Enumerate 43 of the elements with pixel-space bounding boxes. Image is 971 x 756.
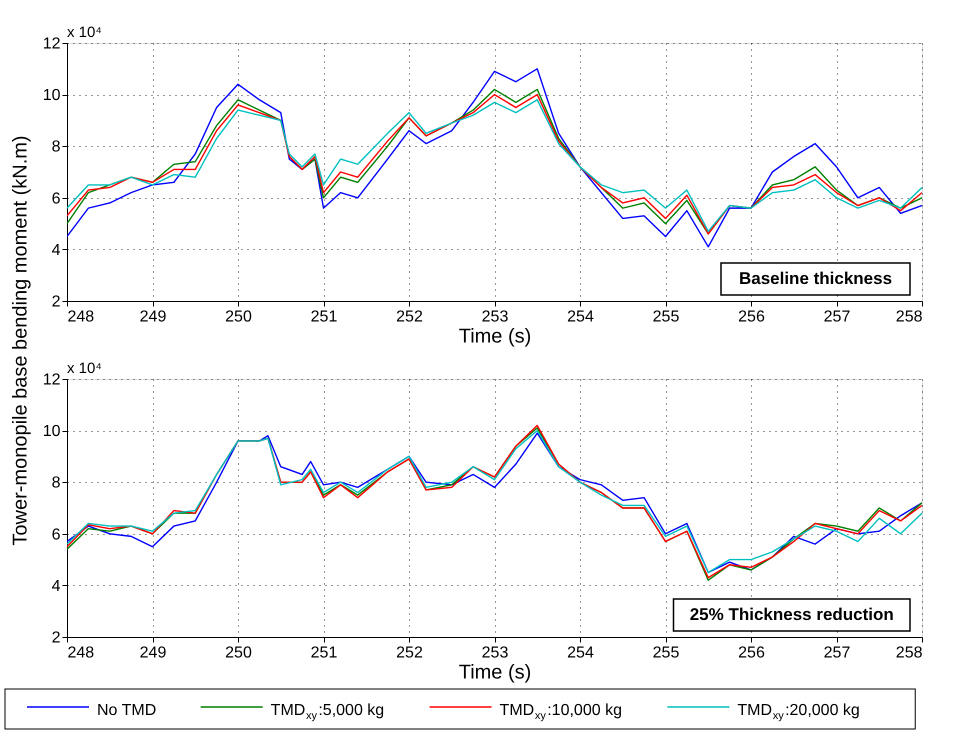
text: x 10⁴ — [67, 360, 102, 377]
x-axis-title: Time (s) — [458, 662, 532, 684]
x-tick-label: 257 — [824, 644, 850, 662]
x-tick-label: 258 — [896, 644, 923, 662]
x-tick-label: 251 — [310, 644, 338, 662]
legend-label: No TMD — [97, 702, 156, 719]
x-tick-label: 258 — [896, 308, 923, 326]
x-tick-label: 254 — [567, 644, 594, 662]
x-tick-label: 251 — [310, 308, 338, 326]
y-axis-title: Tower-monopile base bending moment (kN.m) — [10, 135, 32, 546]
x-tick-label: 252 — [396, 644, 423, 662]
line-series — [67, 68, 922, 248]
y-tick-label: 6 — [52, 526, 61, 544]
text: x 10⁴ — [67, 24, 102, 41]
y-tick-label: 10 — [42, 87, 61, 104]
x-tick-label: 249 — [140, 644, 166, 662]
y-tick-label: 10 — [42, 423, 61, 440]
y-tick-label: 2 — [52, 630, 61, 646]
x-tick-label: 256 — [738, 644, 765, 662]
annotation: Baseline thickness — [738, 269, 892, 288]
x-tick-label: 255 — [652, 308, 680, 326]
y-tick-label: 2 — [52, 294, 61, 310]
x-tick-label: 248 — [68, 644, 94, 662]
x-tick-label: 250 — [225, 644, 252, 662]
y-tick-label: 8 — [52, 474, 61, 492]
y-tick-label: 12 — [42, 36, 61, 52]
x-tick-label: 248 — [68, 308, 94, 326]
x-tick-label: 254 — [567, 308, 594, 326]
x-tick-label: 250 — [225, 308, 252, 326]
y-tick-label: 6 — [52, 190, 61, 208]
x-tick-label: 255 — [652, 644, 680, 662]
annotation: 25% Thickness reduction — [690, 605, 894, 624]
x-tick-label: 249 — [140, 308, 166, 326]
y-tick-label: 12 — [42, 372, 61, 388]
y-tick-label: 4 — [52, 242, 61, 259]
x-tick-label: 253 — [482, 308, 508, 326]
x-tick-label: 253 — [482, 644, 508, 662]
y-tick-label: 8 — [52, 138, 61, 156]
x-tick-label: 257 — [824, 308, 850, 326]
x-tick-label: 256 — [738, 308, 765, 326]
x-tick-label: 252 — [396, 308, 423, 326]
y-tick-label: 4 — [52, 578, 61, 595]
x-axis-title: Time (s) — [458, 326, 532, 348]
